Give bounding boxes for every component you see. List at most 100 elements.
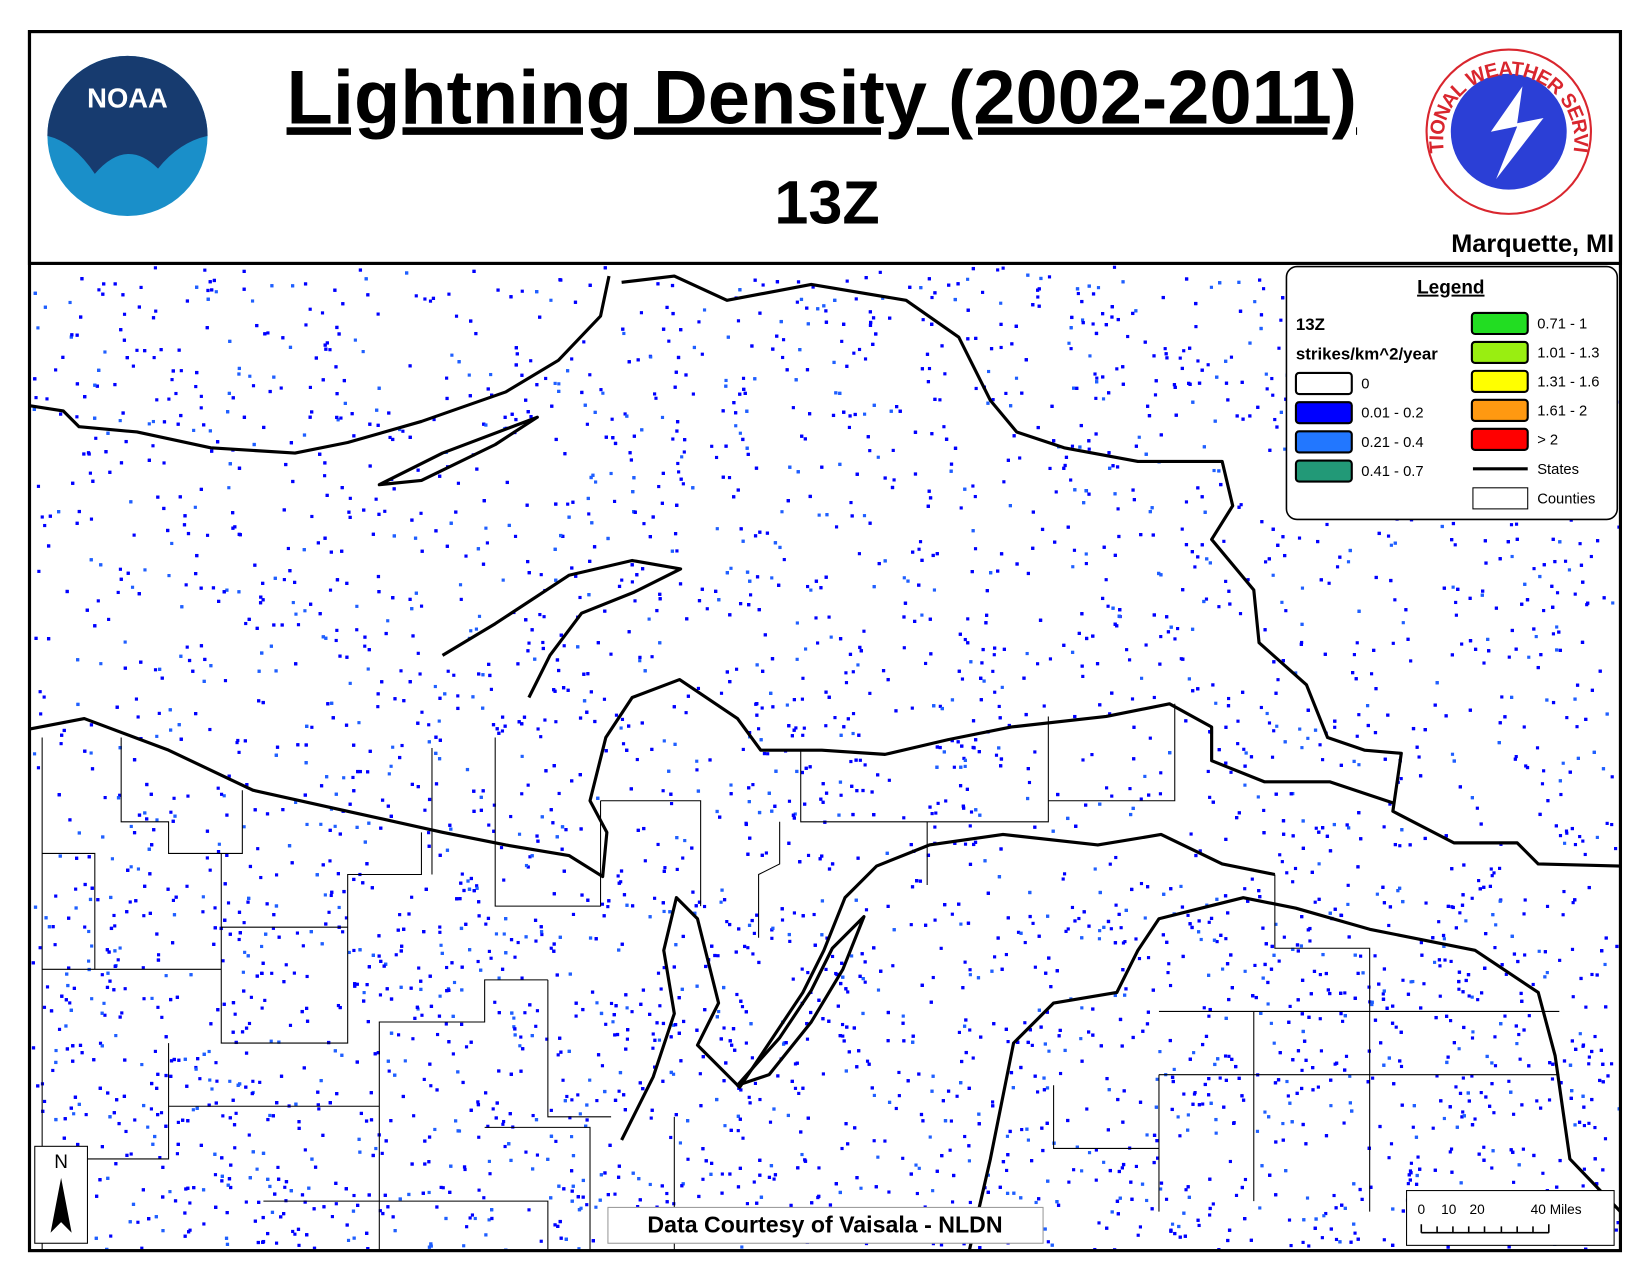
density-cell (129, 824, 133, 829)
density-cell (1417, 755, 1421, 759)
density-cell (959, 506, 963, 510)
density-cell (612, 499, 617, 503)
density-cell (417, 966, 421, 970)
density-cell (1470, 1074, 1474, 1078)
density-cell (487, 949, 491, 953)
density-cell (987, 369, 991, 374)
density-cell (1587, 1062, 1591, 1066)
density-cell (237, 750, 241, 754)
density-cell (1587, 1121, 1591, 1125)
density-cell (509, 814, 513, 819)
density-cell (1176, 1115, 1180, 1119)
density-cell (654, 396, 658, 400)
density-cell (561, 534, 565, 538)
density-cell (724, 378, 728, 383)
density-cell (1399, 777, 1403, 781)
density-cell (861, 788, 865, 793)
density-cell (487, 1159, 491, 1163)
density-cell (952, 765, 956, 769)
density-cell (781, 355, 785, 360)
density-cell (751, 952, 755, 956)
density-cell (1279, 318, 1283, 322)
density-cell (736, 1129, 740, 1133)
density-cell (155, 734, 159, 738)
density-cell (362, 991, 366, 995)
density-cell (1288, 1004, 1292, 1008)
density-cell (1437, 920, 1441, 924)
density-cell (933, 825, 937, 829)
density-cell (994, 753, 999, 757)
density-cell (1202, 1006, 1206, 1010)
density-cell (603, 266, 607, 270)
density-cell (205, 856, 209, 860)
density-cell (969, 810, 974, 814)
density-cell (691, 392, 695, 396)
density-cell (1313, 900, 1317, 904)
density-cell (740, 1245, 744, 1249)
density-cell (1582, 1123, 1586, 1128)
density-cell (383, 509, 387, 513)
density-cell (1094, 396, 1098, 400)
density-cell (308, 385, 312, 389)
density-cell (809, 588, 813, 592)
density-cell (609, 1001, 614, 1006)
density-cell (484, 922, 488, 926)
density-cell (562, 644, 566, 648)
density-cell (1409, 659, 1413, 663)
density-cell (792, 911, 796, 915)
density-cell (1104, 578, 1108, 582)
density-cell (429, 1244, 433, 1248)
density-cell (433, 684, 437, 689)
density-cell (1005, 1168, 1009, 1173)
density-cell (1325, 522, 1329, 527)
density-cell (901, 1014, 905, 1018)
density-cell (1504, 972, 1508, 976)
density-cell (409, 986, 413, 990)
density-cell (586, 672, 590, 676)
density-cell (470, 1213, 475, 1217)
density-cell (817, 1166, 821, 1170)
density-cell (653, 392, 657, 396)
density-cell (966, 617, 970, 621)
density-cell (758, 1097, 762, 1102)
density-cell (932, 588, 937, 592)
density-cell (213, 906, 217, 910)
density-cell (1116, 507, 1120, 511)
density-cell (1005, 1134, 1010, 1138)
density-cell (469, 876, 473, 881)
density-cell (791, 977, 795, 981)
density-cell (1145, 1133, 1149, 1137)
density-cell (808, 412, 812, 416)
density-cell (793, 1062, 798, 1066)
density-cell (825, 936, 829, 940)
density-cell (348, 681, 352, 685)
density-cell (1339, 913, 1343, 917)
density-cell (40, 515, 44, 519)
density-cell (1047, 1049, 1051, 1053)
density-cell (702, 308, 707, 312)
density-cell (1209, 285, 1214, 289)
density-cell (1454, 1085, 1458, 1089)
density-cell (535, 1153, 540, 1157)
density-cell (167, 574, 171, 578)
density-cell (294, 612, 298, 616)
density-cell (482, 1196, 486, 1200)
density-cell (840, 1146, 844, 1151)
density-cell (519, 1035, 523, 1039)
density-cell (174, 391, 178, 396)
density-cell (351, 775, 355, 780)
density-cell (1180, 527, 1184, 531)
density-cell (833, 716, 837, 720)
density-cell (1299, 944, 1303, 948)
density-cell (1589, 554, 1593, 559)
density-cell (427, 723, 431, 727)
density-cell (351, 1209, 356, 1213)
density-cell (477, 1188, 481, 1192)
density-cell (839, 793, 843, 797)
density-cell (1172, 1067, 1176, 1071)
density-cell (1159, 771, 1163, 775)
density-cell (881, 669, 886, 673)
density-cell (806, 970, 810, 975)
density-cell (114, 1034, 118, 1038)
density-cell (342, 776, 346, 780)
